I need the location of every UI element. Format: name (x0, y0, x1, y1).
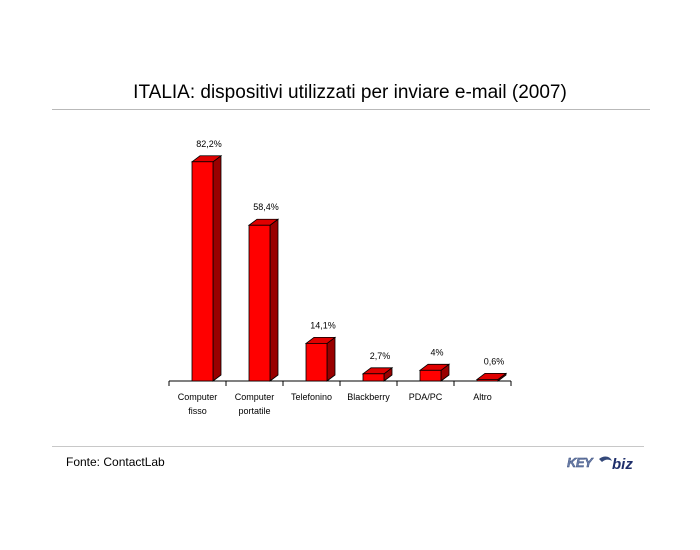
bar-side (269, 218, 279, 382)
bar (361, 366, 394, 382)
bar-side (326, 336, 336, 382)
value-label: 0,6% (484, 356, 505, 366)
category-label: Altro (473, 392, 492, 402)
logo-biz-text: biz (612, 456, 633, 473)
bar-front (419, 369, 442, 382)
bar (475, 372, 508, 382)
bar-front (476, 378, 499, 382)
bar (247, 218, 280, 382)
bar-front (362, 373, 385, 382)
keybiz-logo: KEY biz (567, 455, 634, 473)
logo-swoosh-icon (599, 456, 612, 462)
bar (418, 363, 451, 382)
value-label: 58,4% (253, 202, 279, 212)
value-label: 2,7% (370, 351, 391, 361)
logo-key-text: KEY (567, 455, 594, 470)
category-label: Telefonino (291, 392, 332, 402)
bar-front (305, 342, 328, 382)
bar-front (248, 224, 271, 382)
bar (190, 154, 223, 382)
bar-front (191, 161, 214, 382)
category-label: Computer portatile (235, 392, 275, 416)
category-label: Computer fisso (178, 392, 218, 416)
value-label: 82,2% (196, 139, 222, 149)
bar-side (212, 154, 222, 382)
bar (304, 336, 337, 382)
x-axis (168, 380, 512, 386)
footer-divider (52, 446, 644, 447)
title-divider (52, 109, 650, 110)
bars (190, 154, 508, 382)
category-labels: Computer fisso Computer portatile Telefonino… (178, 392, 492, 416)
value-labels: 82,2% 58,4% 14,1% 2,7% 4% 0,6% (196, 139, 504, 367)
category-label: Blackberry (347, 392, 390, 402)
value-label: 14,1% (310, 320, 336, 330)
source-note: Fonte: ContactLab (66, 455, 165, 469)
chart-title: ITALIA: dispositivi utilizzati per invia… (133, 82, 567, 103)
value-label: 4% (430, 347, 443, 357)
category-label: PDA/PC (409, 392, 443, 402)
